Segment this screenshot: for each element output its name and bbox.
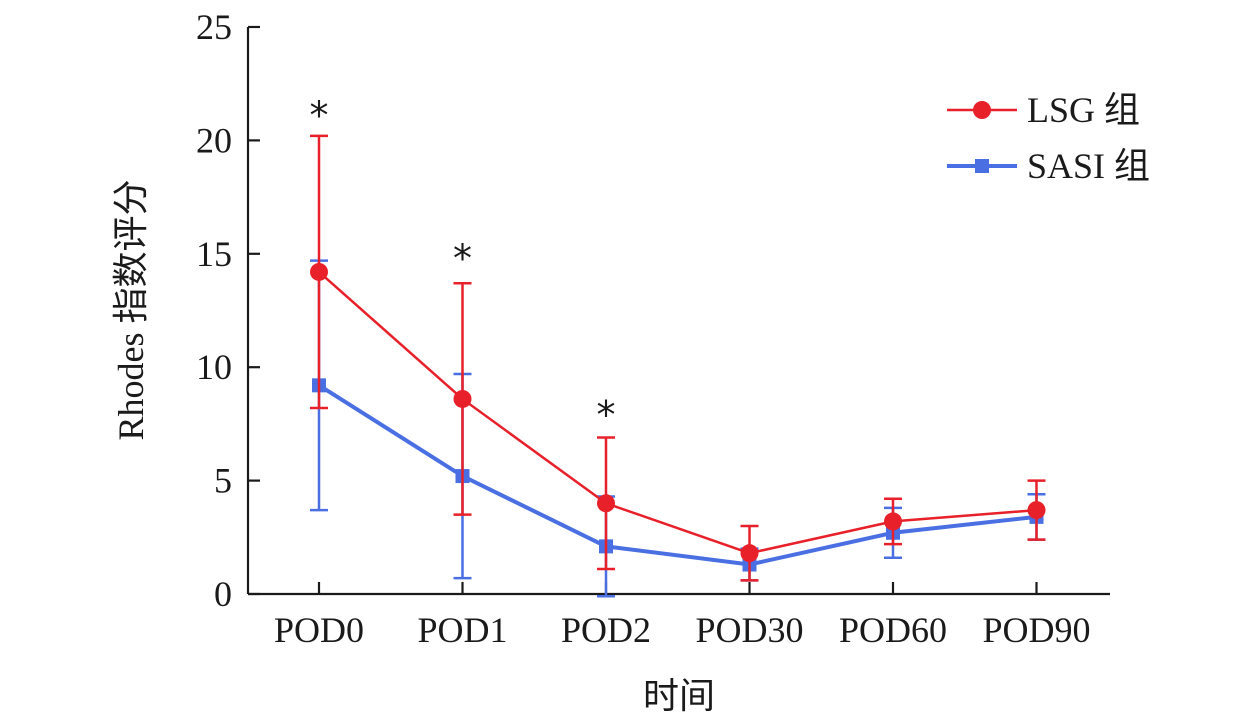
significance-annotations: * * *: [310, 93, 616, 436]
x-tick-label: POD2: [561, 610, 651, 650]
legend-swatch-marker: [973, 101, 991, 119]
axes: [246, 27, 1110, 596]
data-point: [310, 262, 328, 281]
series-line: [317, 383, 1037, 567]
y-tick-label: 5: [214, 461, 232, 501]
y-axis-title: Rhodes 指数评分: [111, 179, 151, 440]
x-tick-label: POD1: [417, 610, 507, 650]
x-tick-label: POD30: [695, 610, 803, 650]
significance-marker: *: [453, 236, 472, 280]
data-point: [740, 544, 759, 563]
legend-label: SASI 组: [1027, 146, 1150, 186]
x-axis-ticks: POD0 POD1 POD2 POD30 POD60 POD90: [274, 582, 1091, 650]
data-point: [597, 494, 615, 513]
data-point: [1027, 501, 1046, 520]
legend-item: SASI 组: [947, 146, 1150, 186]
x-tick-label: POD60: [839, 610, 947, 650]
series-line: [318, 271, 1037, 555]
legend-swatch-marker: [975, 159, 989, 173]
x-axis-title: 时间: [643, 676, 715, 716]
significance-marker: *: [597, 393, 616, 437]
y-tick-label: 25: [196, 7, 232, 47]
series-layer: [310, 134, 1046, 598]
legend-item: LSG 组: [947, 90, 1140, 130]
legend: LSG 组 SASI 组: [947, 90, 1150, 186]
series-lsg: [310, 134, 1046, 582]
significance-marker: *: [310, 93, 329, 137]
y-tick-label: 20: [196, 120, 232, 160]
y-tick-label: 10: [196, 347, 232, 387]
data-point: [884, 512, 902, 531]
x-tick-label: POD90: [982, 610, 1090, 650]
data-point: [453, 389, 472, 408]
series-sasi: [310, 259, 1046, 598]
x-tick-label: POD0: [274, 610, 364, 650]
y-tick-label: 0: [214, 574, 232, 614]
y-axis-ticks: 0 5 10 15 20 25: [196, 7, 260, 614]
y-tick-label: 15: [196, 234, 232, 274]
legend-label: LSG 组: [1027, 90, 1140, 130]
